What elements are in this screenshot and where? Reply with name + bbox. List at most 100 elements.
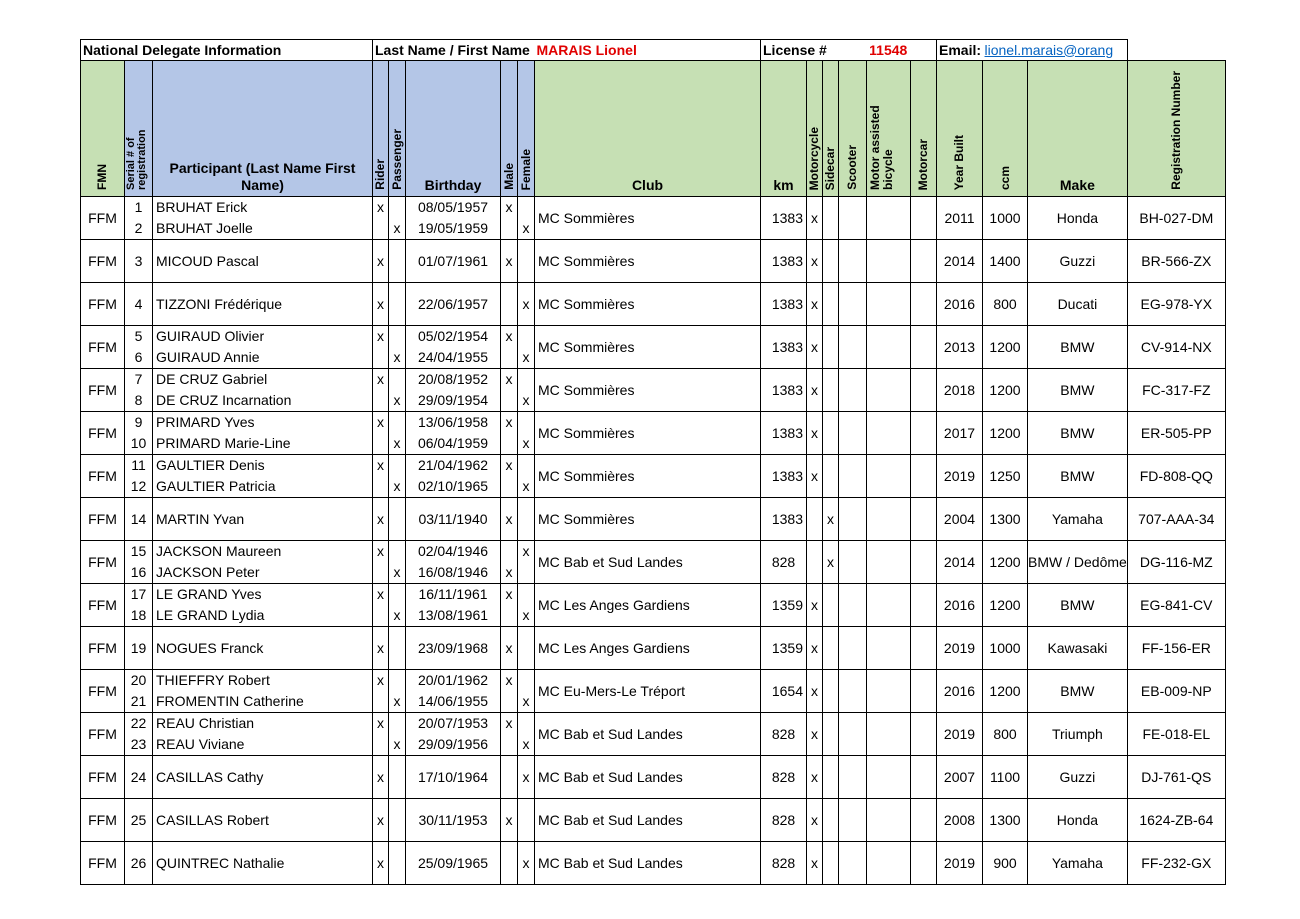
female-cell: x <box>517 196 535 240</box>
ccm-value: 1000 <box>989 639 1021 656</box>
motor-assisted-cell <box>866 497 911 541</box>
registration-cell: EB-009-NP <box>1126 669 1226 713</box>
motorcycle-cell: x <box>806 454 823 498</box>
serial-cell: 26 <box>124 841 153 885</box>
make-value: BMW <box>1060 338 1095 355</box>
motorcar-cell <box>910 841 937 885</box>
fmn-cell: FFM <box>80 626 125 670</box>
club-name: MC Bab et Sud Landes <box>538 725 683 742</box>
ccm-cell: 1200 <box>982 583 1028 627</box>
km-cell: 828 <box>760 841 807 885</box>
delegate-info-row: National Delegate Information Last Name … <box>80 39 1226 61</box>
make-value: Guzzi <box>1059 252 1096 269</box>
participant-cell: DE CRUZ Gabriel DE CRUZ Incarnation <box>152 368 373 412</box>
motorcar-cell <box>910 583 937 627</box>
participant-cell: TIZZONI Frédérique <box>152 282 373 326</box>
passenger-cell: x <box>388 411 406 455</box>
passenger-mark: x <box>393 478 401 494</box>
male-cell <box>500 755 518 799</box>
motorcycle-cell: x <box>806 755 823 799</box>
sidecar-cell <box>822 196 839 240</box>
make-value: Guzzi <box>1059 768 1096 785</box>
year-value: 2013 <box>943 338 976 355</box>
serial-cell: 4 <box>124 282 153 326</box>
female-mark: x <box>522 349 530 365</box>
birthday-value: 03/11/1940 <box>418 510 488 527</box>
make-cell: BMW <box>1027 669 1128 713</box>
female-cell: x <box>517 368 535 412</box>
scooter-cell <box>838 798 867 842</box>
registration-cell: EG-841-CV <box>1126 583 1226 627</box>
scooter-cell <box>838 626 867 670</box>
registration-value: FF-156-ER <box>1141 639 1211 656</box>
year-cell: 2016 <box>936 282 983 326</box>
birthday-cell: 02/04/1946 16/08/1946 <box>405 540 501 584</box>
motorcar-cell <box>910 282 937 326</box>
fmn-cell: FFM <box>80 411 125 455</box>
female-cell <box>517 239 535 283</box>
birthday-value: 08/05/1957 <box>417 199 489 215</box>
email-value[interactable]: lionel.marais@orang <box>984 41 1114 58</box>
serial-number: 4 <box>134 295 143 312</box>
motor-assisted-cell <box>866 368 911 412</box>
table-row: FFM 19 NOGUES Franck x 23/09/1968 x MC Les Ang… <box>80 626 1226 670</box>
make-cell: BMW <box>1027 325 1128 369</box>
female-cell: x <box>517 841 535 885</box>
rider-cell: x <box>372 755 389 799</box>
registration-value: EB-009-NP <box>1140 682 1212 699</box>
fmn-value: FFM <box>88 682 117 699</box>
participant-name: GAULTIER Patricia <box>156 478 276 494</box>
male-cell: x <box>500 497 518 541</box>
email-link[interactable]: lionel.marais@orang <box>982 39 1128 61</box>
km-cell: 1383 <box>760 411 807 455</box>
serial-number: 21 <box>130 693 147 709</box>
sidecar-cell: x <box>822 497 839 541</box>
female-mark: x <box>522 478 530 494</box>
passenger-mark: x <box>393 564 401 580</box>
year-cell: 2008 <box>936 798 983 842</box>
fmn-cell: FFM <box>80 497 125 541</box>
serial-number: 24 <box>130 768 147 785</box>
participant-name: BRUHAT Joelle <box>156 220 253 236</box>
male-mark: x <box>505 715 513 731</box>
header-passenger: Passenger <box>388 60 406 197</box>
female-cell <box>517 626 535 670</box>
passenger-cell: x <box>388 712 406 756</box>
fmn-value: FFM <box>88 639 117 656</box>
table-row: FFM 22 23 REAU Christian REAU Viviane x x 20/07… <box>80 712 1226 756</box>
fmn-value: FFM <box>88 381 117 398</box>
year-cell: 2013 <box>936 325 983 369</box>
serial-number: 7 <box>134 371 143 387</box>
sidecar-cell <box>822 755 839 799</box>
fmn-cell: FFM <box>80 540 125 584</box>
birthday-value: 13/06/1958 <box>417 414 489 430</box>
header-fmn: FMN <box>80 60 125 197</box>
empty-cell <box>1126 39 1226 61</box>
header-motorcycle: Motorcycle <box>806 60 823 197</box>
motor-assisted-cell <box>866 712 911 756</box>
make-cell: Triumph <box>1027 712 1128 756</box>
motorcycle-mark: x <box>811 854 818 871</box>
birthday-value: 30/11/1953 <box>418 811 488 828</box>
header-scooter: Scooter <box>838 60 867 197</box>
registration-cell: DG-116-MZ <box>1126 540 1226 584</box>
header-registration: Registration Number <box>1126 60 1226 197</box>
km-cell: 828 <box>760 798 807 842</box>
fmn-value: FFM <box>88 553 117 570</box>
club-cell: MC Bab et Sud Landes <box>534 798 761 842</box>
scooter-cell <box>838 368 867 412</box>
make-value: BMW <box>1060 424 1095 441</box>
registration-cell: FF-232-GX <box>1126 841 1226 885</box>
make-cell: BMW <box>1027 411 1128 455</box>
female-mark: x <box>522 693 530 709</box>
serial-number: 22 <box>130 715 147 731</box>
serial-number: 17 <box>130 586 147 602</box>
female-cell: x <box>517 755 535 799</box>
birthday-cell: 20/08/1952 29/09/1954 <box>405 368 501 412</box>
table-row: FFM 25 CASILLAS Robert x 30/11/1953 x MC Bab e… <box>80 798 1226 842</box>
km-value: 1654 <box>771 682 803 699</box>
motorcar-cell <box>910 239 937 283</box>
birthday-cell: 16/11/1961 13/08/1961 <box>405 583 501 627</box>
